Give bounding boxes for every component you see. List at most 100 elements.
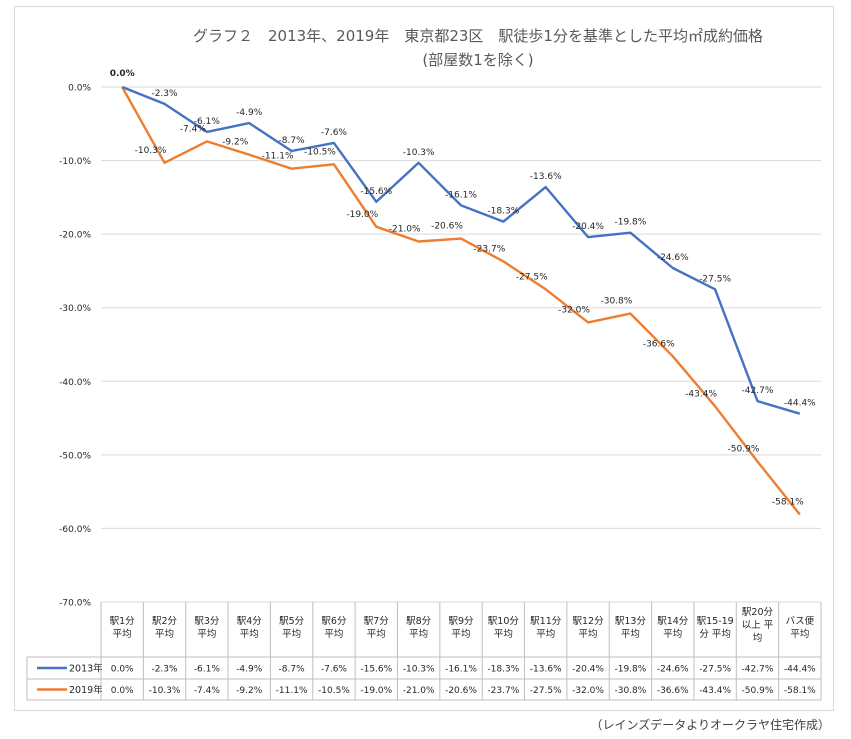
x-category-label: 駅6分 <box>321 616 347 627</box>
data-label-2019年: -23.7% <box>473 244 505 254</box>
x-category-label: 平均 <box>324 628 343 640</box>
data-label-2013年: -13.6% <box>530 172 562 182</box>
y-tick-label: 0.0% <box>68 84 91 94</box>
y-axis: 0.0% -10.0% -20.0% -30.0% -40.0% -50.0% -60.0%… <box>59 84 91 609</box>
table-cell: -7.6% <box>321 665 348 675</box>
x-category-label: バス便 <box>786 615 815 627</box>
y-tick-label: -50.0% <box>59 451 91 461</box>
table-cell: -24.6% <box>657 665 689 675</box>
data-label-2013年: -4.9% <box>236 108 263 118</box>
table-cell: -23.7% <box>487 686 519 696</box>
x-category-label: 平均 <box>197 628 216 640</box>
data-label-2013年: -10.3% <box>403 148 435 158</box>
table-cell: -11.1% <box>276 686 308 696</box>
table-cell: -30.8% <box>614 686 646 696</box>
legend-label: 2019年 <box>69 684 103 696</box>
x-category-label: 駅3分 <box>194 616 220 627</box>
table-cell: -27.5% <box>699 665 731 675</box>
x-category-label: 平均 <box>367 628 386 640</box>
series-lines <box>121 85 801 516</box>
y-tick-label: -40.0% <box>59 378 91 388</box>
data-label-2013年: -15.6% <box>360 187 392 197</box>
x-category-label: 平均 <box>282 628 301 640</box>
data-label-2013年: -42.7% <box>742 386 774 396</box>
data-label-2013年: -2.3% <box>151 89 178 99</box>
table-cell: -44.4% <box>784 665 816 675</box>
data-label-2019年: -21.0% <box>389 225 421 235</box>
series-line-2013年 <box>121 85 801 415</box>
series-line-2019年 <box>121 86 801 516</box>
x-category-label: 駅4分 <box>237 616 263 627</box>
data-label-2013年: -16.1% <box>445 190 477 200</box>
x-category-label: 平均 <box>494 628 513 640</box>
table-cell: -8.7% <box>279 665 306 675</box>
data-label-2019年: -58.1% <box>772 497 804 507</box>
table-cell: -7.4% <box>194 686 221 696</box>
data-label-2013年: -19.8% <box>614 218 646 228</box>
x-category-label: 平均 <box>621 628 640 640</box>
x-category-label: 平均 <box>240 628 259 640</box>
data-label-2019年: -27.5% <box>516 272 548 282</box>
data-label-2019年: -50.9% <box>728 444 760 454</box>
source-note: （レインズデータよりオークラヤ住宅作成） <box>590 718 830 732</box>
table-cell: -9.2% <box>236 686 263 696</box>
line-chart: グラフ２ 2013年、2019年 東京都23区 駅徒歩1分を基準とした平均㎡成約… <box>26 27 822 701</box>
table-cell: -10.3% <box>149 686 181 696</box>
table-cell: -2.3% <box>151 665 178 675</box>
table-cell: -21.0% <box>403 686 435 696</box>
x-category-label: 平均 <box>536 628 555 640</box>
table-cell: -15.6% <box>360 665 392 675</box>
data-label-2019年: -7.4% <box>180 124 207 134</box>
data-label-2013年: -6.1% <box>194 117 221 127</box>
data-label-2019年: -32.0% <box>558 305 590 315</box>
data-label-2013年: -7.6% <box>321 128 348 138</box>
x-category-label: 駅12分 <box>573 616 605 627</box>
data-label-2019年: -19.0% <box>346 210 378 220</box>
x-category-label: 駅8分 <box>406 616 432 627</box>
x-category-label: 平均 <box>155 628 174 640</box>
table-cell: -19.8% <box>614 665 646 675</box>
data-label-2013年: -24.6% <box>657 253 689 263</box>
data-label-2019年: -9.2% <box>222 138 249 148</box>
table-cell: -36.6% <box>657 686 689 696</box>
data-label-2019年: -43.4% <box>685 389 717 399</box>
table-cell: -19.0% <box>360 686 392 696</box>
x-category-label: 平均 <box>790 628 809 640</box>
y-tick-label: -70.0% <box>59 599 91 609</box>
data-label-2019年: -36.6% <box>643 339 675 349</box>
table-cell: -10.5% <box>318 686 350 696</box>
x-category-label: 平均 <box>663 628 682 640</box>
x-category-label: 駅7分 <box>364 616 390 627</box>
chart-title: グラフ２ 2013年、2019年 東京都23区 駅徒歩1分を基準とした平均㎡成約… <box>193 27 763 45</box>
x-category-label: 駅15-19 <box>697 616 734 627</box>
table-cell: -6.1% <box>194 665 221 675</box>
table-cell: -10.3% <box>403 665 435 675</box>
data-label-2019年: -10.5% <box>304 147 336 157</box>
x-category-label: 駅13分 <box>615 616 647 627</box>
table-cell: -27.5% <box>530 686 562 696</box>
y-tick-label: -30.0% <box>59 304 91 314</box>
table-cell: -42.7% <box>742 665 774 675</box>
x-category-label: 平均 <box>579 628 598 640</box>
x-category-label: 平均 <box>451 628 470 640</box>
table-cell: -18.3% <box>487 665 519 675</box>
x-category-label: 駅2分 <box>152 616 178 627</box>
table-cell: 0.0% <box>111 665 134 675</box>
data-label-2013年: -8.7% <box>279 136 306 146</box>
x-category-label: 平均 <box>409 628 428 640</box>
data-label-2013年: -27.5% <box>699 274 731 284</box>
data-label-2013年: -20.4% <box>572 222 604 232</box>
x-category-label: 駅1分 <box>110 616 136 627</box>
table-cell: -13.6% <box>530 665 562 675</box>
data-label-2013年: -18.3% <box>487 207 519 217</box>
x-category-label: 駅5分 <box>279 616 305 627</box>
x-category-label: 駅20分 <box>742 607 774 618</box>
table-cell: -43.4% <box>699 686 731 696</box>
table-cell: -20.4% <box>572 665 604 675</box>
table-cell: -58.1% <box>784 686 816 696</box>
table-cell: 0.0% <box>111 686 134 696</box>
x-category-label: 平均 <box>113 628 132 640</box>
table-cell: -20.6% <box>445 686 477 696</box>
table-cell: -32.0% <box>572 686 604 696</box>
data-label-2019年: -11.1% <box>262 152 294 162</box>
